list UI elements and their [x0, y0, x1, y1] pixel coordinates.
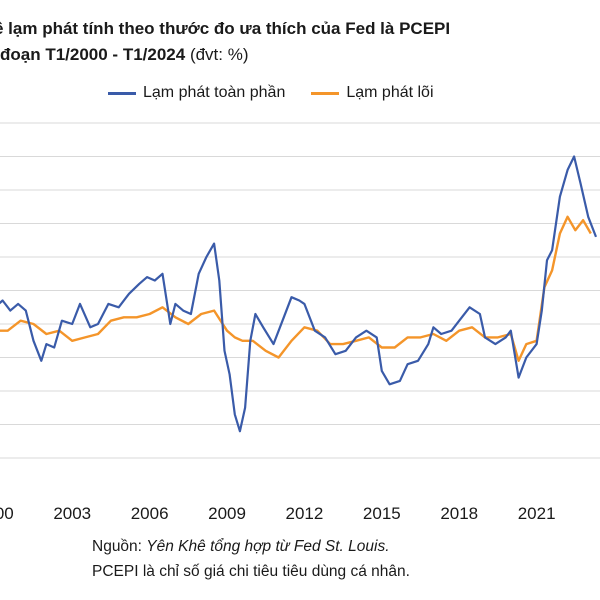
- definition-note: PCEPI là chỉ số giá chi tiêu tiêu dùng c…: [92, 563, 410, 580]
- legend-item-core: Lạm phát lõi: [311, 84, 434, 102]
- title-period: đoạn T1/2000 - T1/2024: [0, 45, 186, 64]
- x-tick-label: 2000: [0, 504, 14, 523]
- chart-legend: Lạm phát toàn phần Lạm phát lõi: [108, 84, 434, 102]
- title-unit: (đvt: %): [189, 45, 249, 64]
- title-line-2: đoạn T1/2000 - T1/2024 (đvt: %): [0, 42, 600, 68]
- x-axis-ticks: 2000 2003 2006 2009 2012 2015 2018 2021: [0, 504, 556, 523]
- gridlines: [0, 122, 600, 459]
- x-tick-label: 2006: [131, 504, 169, 523]
- source-text: Yên Khê tổng hợp từ Fed St. Louis.: [146, 538, 390, 555]
- x-tick-label: 2015: [363, 504, 401, 523]
- chart-title: ề lạm phát tính theo thước đo ưa thích c…: [0, 16, 600, 68]
- source-line: Nguồn: Yên Khê tổng hợp từ Fed St. Louis…: [92, 534, 410, 559]
- legend-label-headline: Lạm phát toàn phần: [143, 84, 286, 101]
- line-chart: 2000 2003 2006 2009 2012 2015 2018 2021: [0, 122, 600, 523]
- source-note: Nguồn: Yên Khê tổng hợp từ Fed St. Louis…: [92, 534, 410, 584]
- legend-item-headline: Lạm phát toàn phần: [108, 84, 285, 102]
- x-tick-label: 2012: [286, 504, 324, 523]
- legend-label-core: Lạm phát lõi: [346, 84, 434, 101]
- x-tick-label: 2009: [208, 504, 246, 523]
- legend-swatch-core: [311, 91, 340, 95]
- source-label: Nguồn:: [92, 538, 147, 555]
- x-tick-label: 2003: [53, 504, 91, 523]
- x-tick-label: 2021: [518, 504, 556, 523]
- x-tick-label: 2018: [440, 504, 478, 523]
- legend-swatch-headline: [108, 91, 136, 95]
- title-line-1: ề lạm phát tính theo thước đo ưa thích c…: [0, 19, 451, 38]
- core-series-line: [0, 215, 592, 363]
- headline-series-line: [0, 155, 598, 433]
- series-lines: [0, 155, 598, 433]
